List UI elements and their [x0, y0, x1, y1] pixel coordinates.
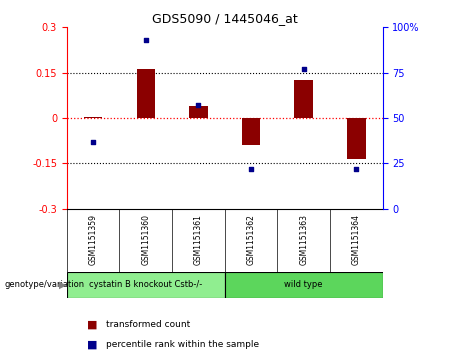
- Text: ■: ■: [87, 340, 97, 350]
- Bar: [84, 117, 102, 118]
- Bar: [347, 118, 366, 159]
- Text: GSM1151360: GSM1151360: [141, 214, 150, 265]
- Bar: [136, 69, 155, 118]
- Point: [248, 166, 255, 172]
- Text: GSM1151359: GSM1151359: [89, 214, 98, 265]
- Text: GSM1151362: GSM1151362: [247, 214, 255, 265]
- Bar: [295, 80, 313, 118]
- Text: transformed count: transformed count: [106, 321, 190, 329]
- Text: ■: ■: [87, 320, 97, 330]
- Bar: [189, 106, 207, 118]
- Point: [142, 37, 149, 43]
- Bar: [225, 272, 383, 298]
- Text: percentile rank within the sample: percentile rank within the sample: [106, 340, 259, 349]
- Bar: [67, 272, 225, 298]
- Text: ▶: ▶: [59, 280, 66, 290]
- Point: [195, 102, 202, 108]
- Text: wild type: wild type: [284, 281, 323, 289]
- Text: GSM1151363: GSM1151363: [299, 214, 308, 265]
- Point: [353, 166, 360, 172]
- Text: GSM1151361: GSM1151361: [194, 214, 203, 265]
- Point: [89, 139, 97, 144]
- Text: cystatin B knockout Cstb-/-: cystatin B knockout Cstb-/-: [89, 281, 202, 289]
- Point: [300, 66, 307, 72]
- Text: genotype/variation: genotype/variation: [5, 281, 85, 289]
- Title: GDS5090 / 1445046_at: GDS5090 / 1445046_at: [152, 12, 298, 25]
- Bar: [242, 118, 260, 145]
- Text: GSM1151364: GSM1151364: [352, 214, 361, 265]
